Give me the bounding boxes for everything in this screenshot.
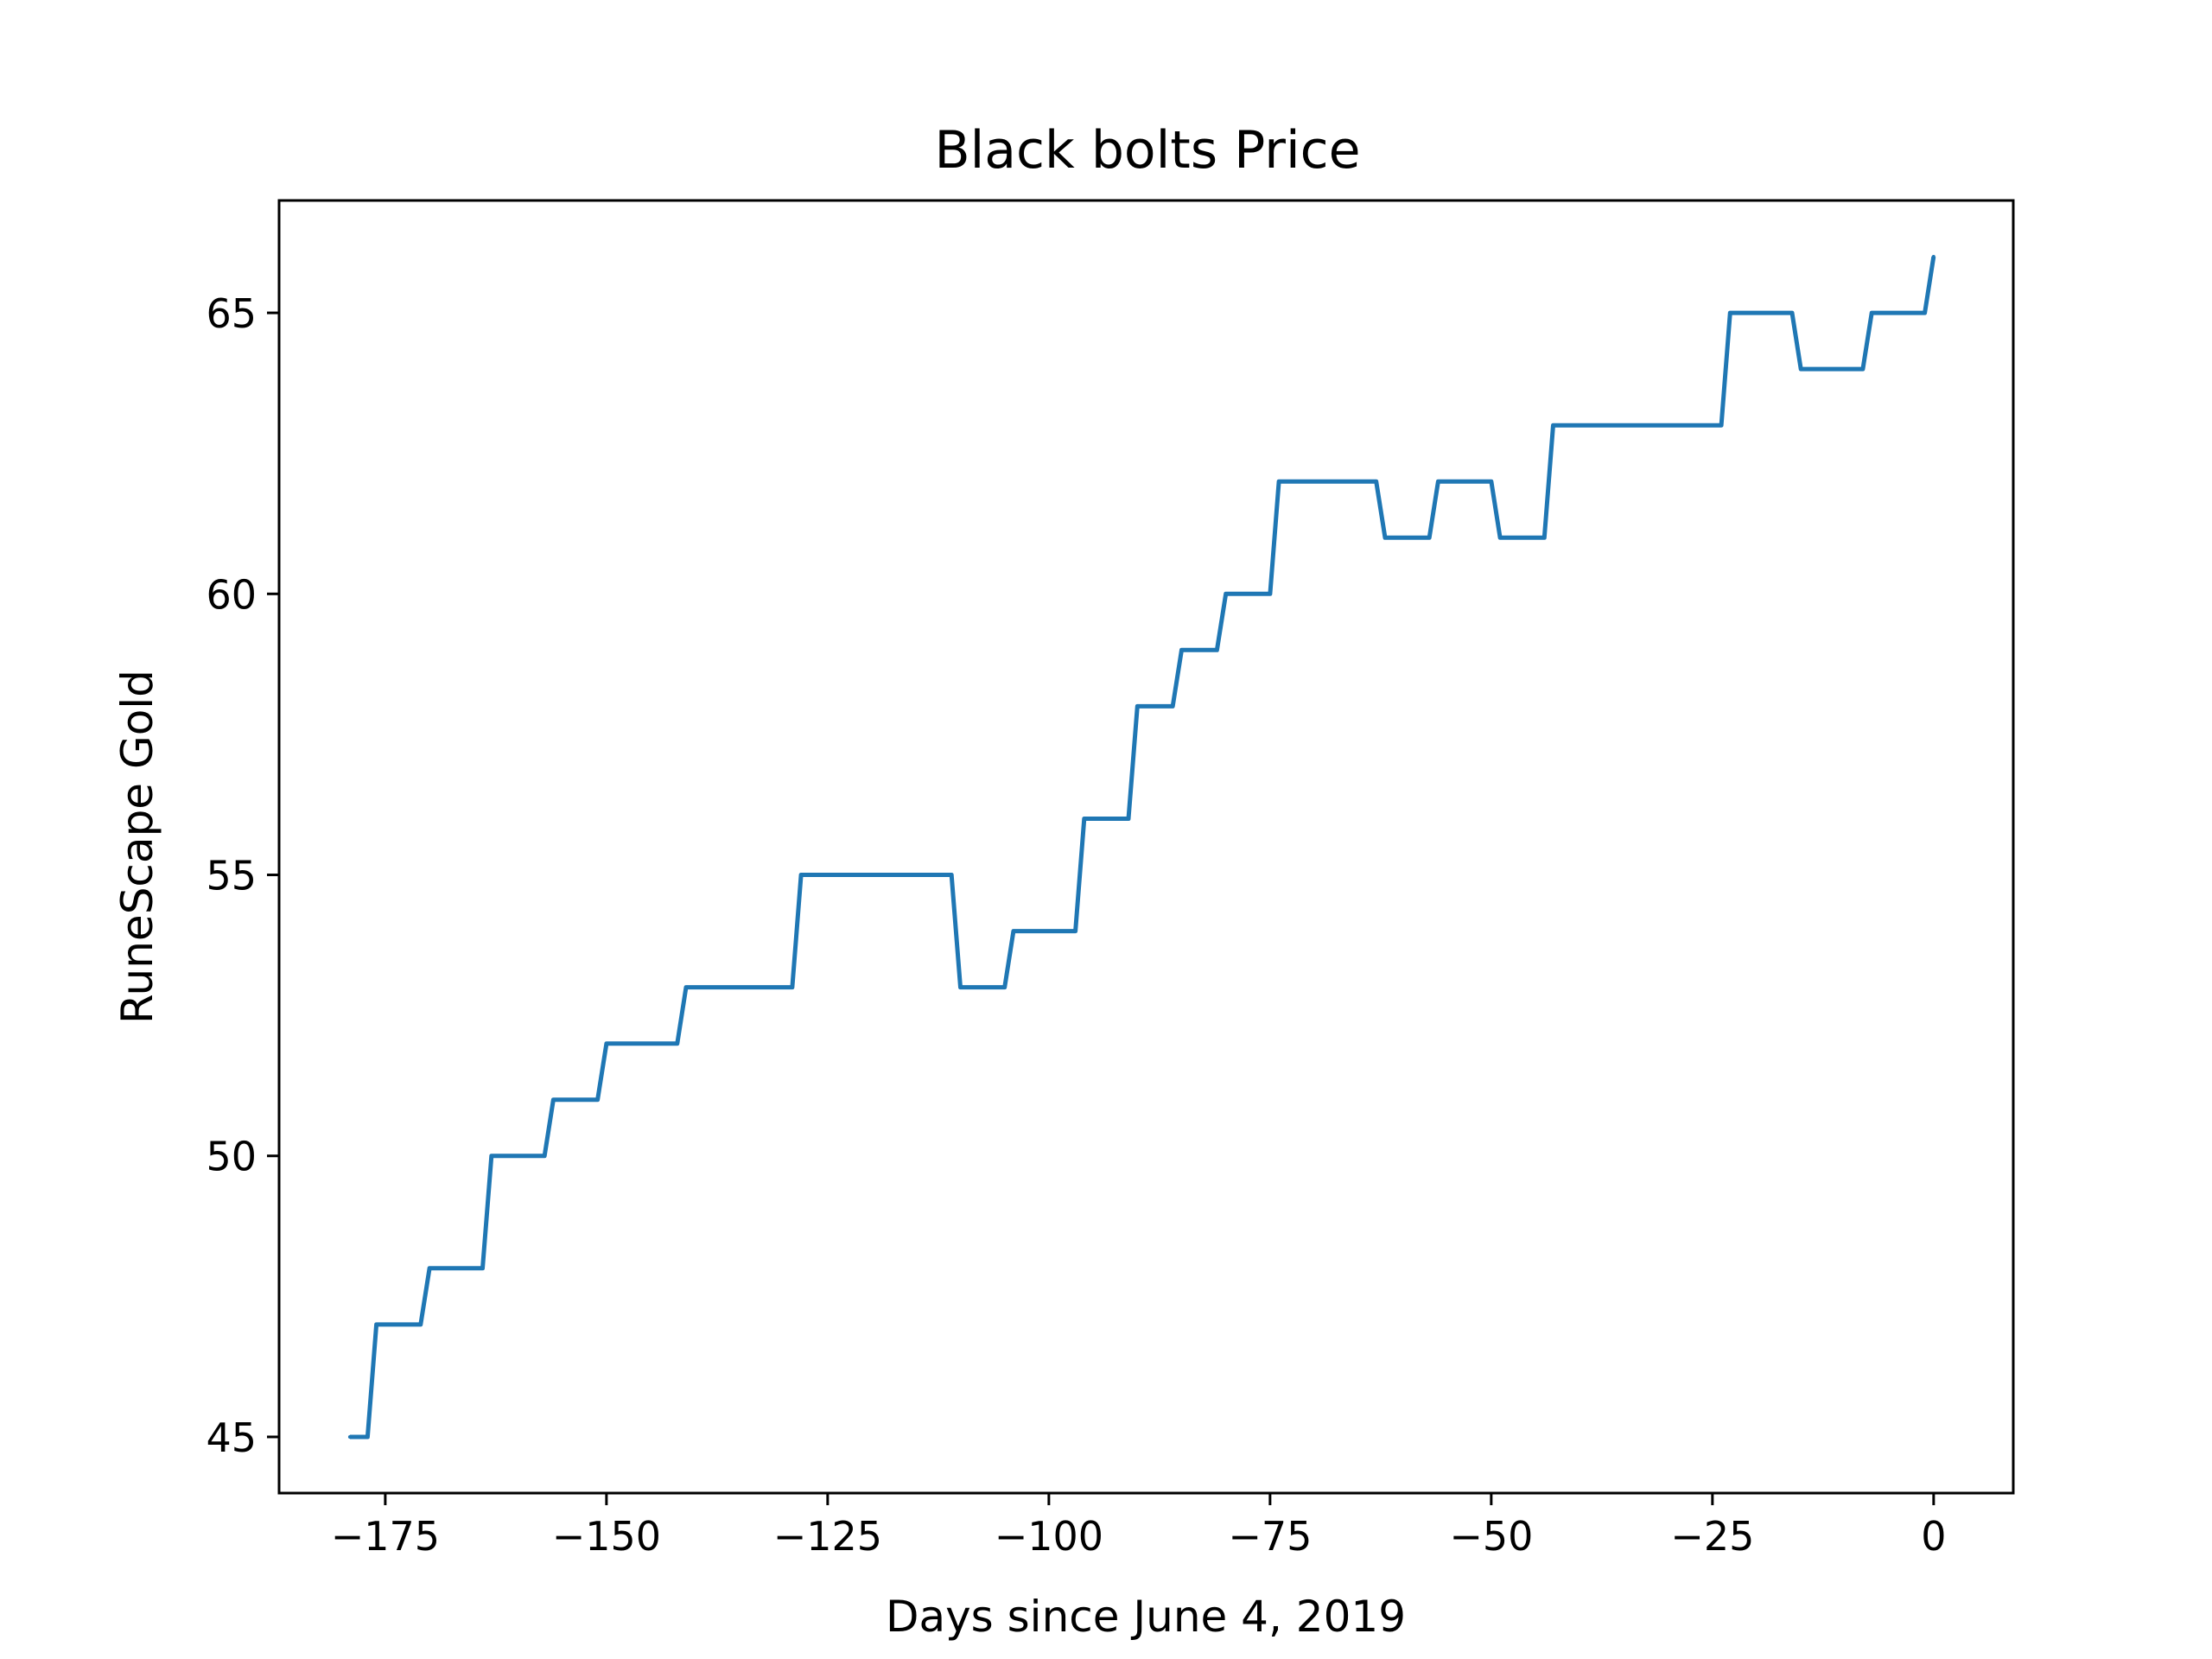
x-axis-label: Days since June 4, 2019 — [886, 1592, 1406, 1642]
price-data-point — [1542, 536, 1547, 540]
y-tick-label: 60 — [206, 571, 257, 618]
price-data-point — [1719, 423, 1724, 428]
price-data-point — [1179, 648, 1184, 652]
price-data-point — [799, 873, 804, 877]
x-tick-label: −25 — [1670, 1513, 1754, 1560]
x-tick-label: −100 — [995, 1513, 1103, 1560]
plot-area — [347, 255, 1936, 1440]
price-data-point — [684, 985, 688, 989]
price-data-point — [428, 1266, 432, 1270]
price-data-point — [1931, 255, 1936, 258]
price-data-point — [790, 985, 794, 989]
y-tick-label: 65 — [206, 290, 257, 337]
price-data-point — [1268, 592, 1272, 596]
chart-title: Black bolts Price — [934, 120, 1360, 181]
price-data-point — [1799, 367, 1803, 372]
y-tick-label: 45 — [206, 1414, 257, 1461]
price-data-point — [1790, 311, 1794, 315]
price-data-point — [1860, 367, 1865, 372]
x-tick-label: −75 — [1228, 1513, 1312, 1560]
price-data-point — [1870, 311, 1874, 315]
price-data-point — [418, 1322, 423, 1326]
price-data-point — [604, 1041, 608, 1046]
axes-frame — [277, 199, 2015, 1495]
x-tick-label: −150 — [552, 1513, 661, 1560]
x-axis-ticks: −175 −150 −125 −100 −75 −50 −25 0 — [331, 1493, 1946, 1560]
price-data-point — [365, 1435, 370, 1439]
x-tick-label: −50 — [1449, 1513, 1533, 1560]
price-data-point — [1728, 311, 1732, 315]
price-data-point — [1224, 592, 1228, 596]
price-data-point — [489, 1154, 493, 1158]
price-data-point — [1171, 704, 1175, 709]
price-data-point — [675, 1041, 679, 1046]
y-axis-ticks: 45 50 55 60 65 — [206, 290, 279, 1461]
price-data-point — [1011, 929, 1015, 933]
x-tick-label: −125 — [773, 1513, 882, 1560]
price-data-point — [1436, 480, 1440, 484]
price-data-point — [480, 1266, 485, 1270]
price-data-point — [551, 1097, 556, 1102]
price-data-point — [1383, 536, 1387, 540]
price-data-point — [950, 873, 954, 877]
price-data-point — [543, 1154, 547, 1158]
price-data-point — [1374, 480, 1378, 484]
y-tick-label: 55 — [206, 853, 257, 899]
x-tick-label: −175 — [331, 1513, 440, 1560]
price-data-point — [958, 985, 963, 989]
price-data-point — [1215, 648, 1219, 652]
x-tick-label: 0 — [1921, 1513, 1946, 1560]
price-data-point — [1073, 929, 1077, 933]
price-data-point — [1489, 480, 1493, 484]
price-data-point — [347, 1435, 352, 1439]
price-data-point — [1002, 985, 1007, 989]
price-data-point — [1277, 480, 1281, 484]
y-axis-label: RuneScape Gold — [112, 670, 162, 1024]
price-data-point — [1427, 536, 1432, 540]
price-data-point — [374, 1322, 378, 1326]
price-data-point — [1551, 423, 1555, 428]
price-data-point — [1923, 311, 1927, 315]
price-data-point — [1135, 704, 1140, 709]
price-data-point — [1498, 536, 1503, 540]
price-data-point — [1082, 817, 1086, 821]
price-data-point — [595, 1097, 600, 1102]
y-tick-label: 50 — [206, 1134, 257, 1180]
price-data-point — [1127, 817, 1130, 821]
